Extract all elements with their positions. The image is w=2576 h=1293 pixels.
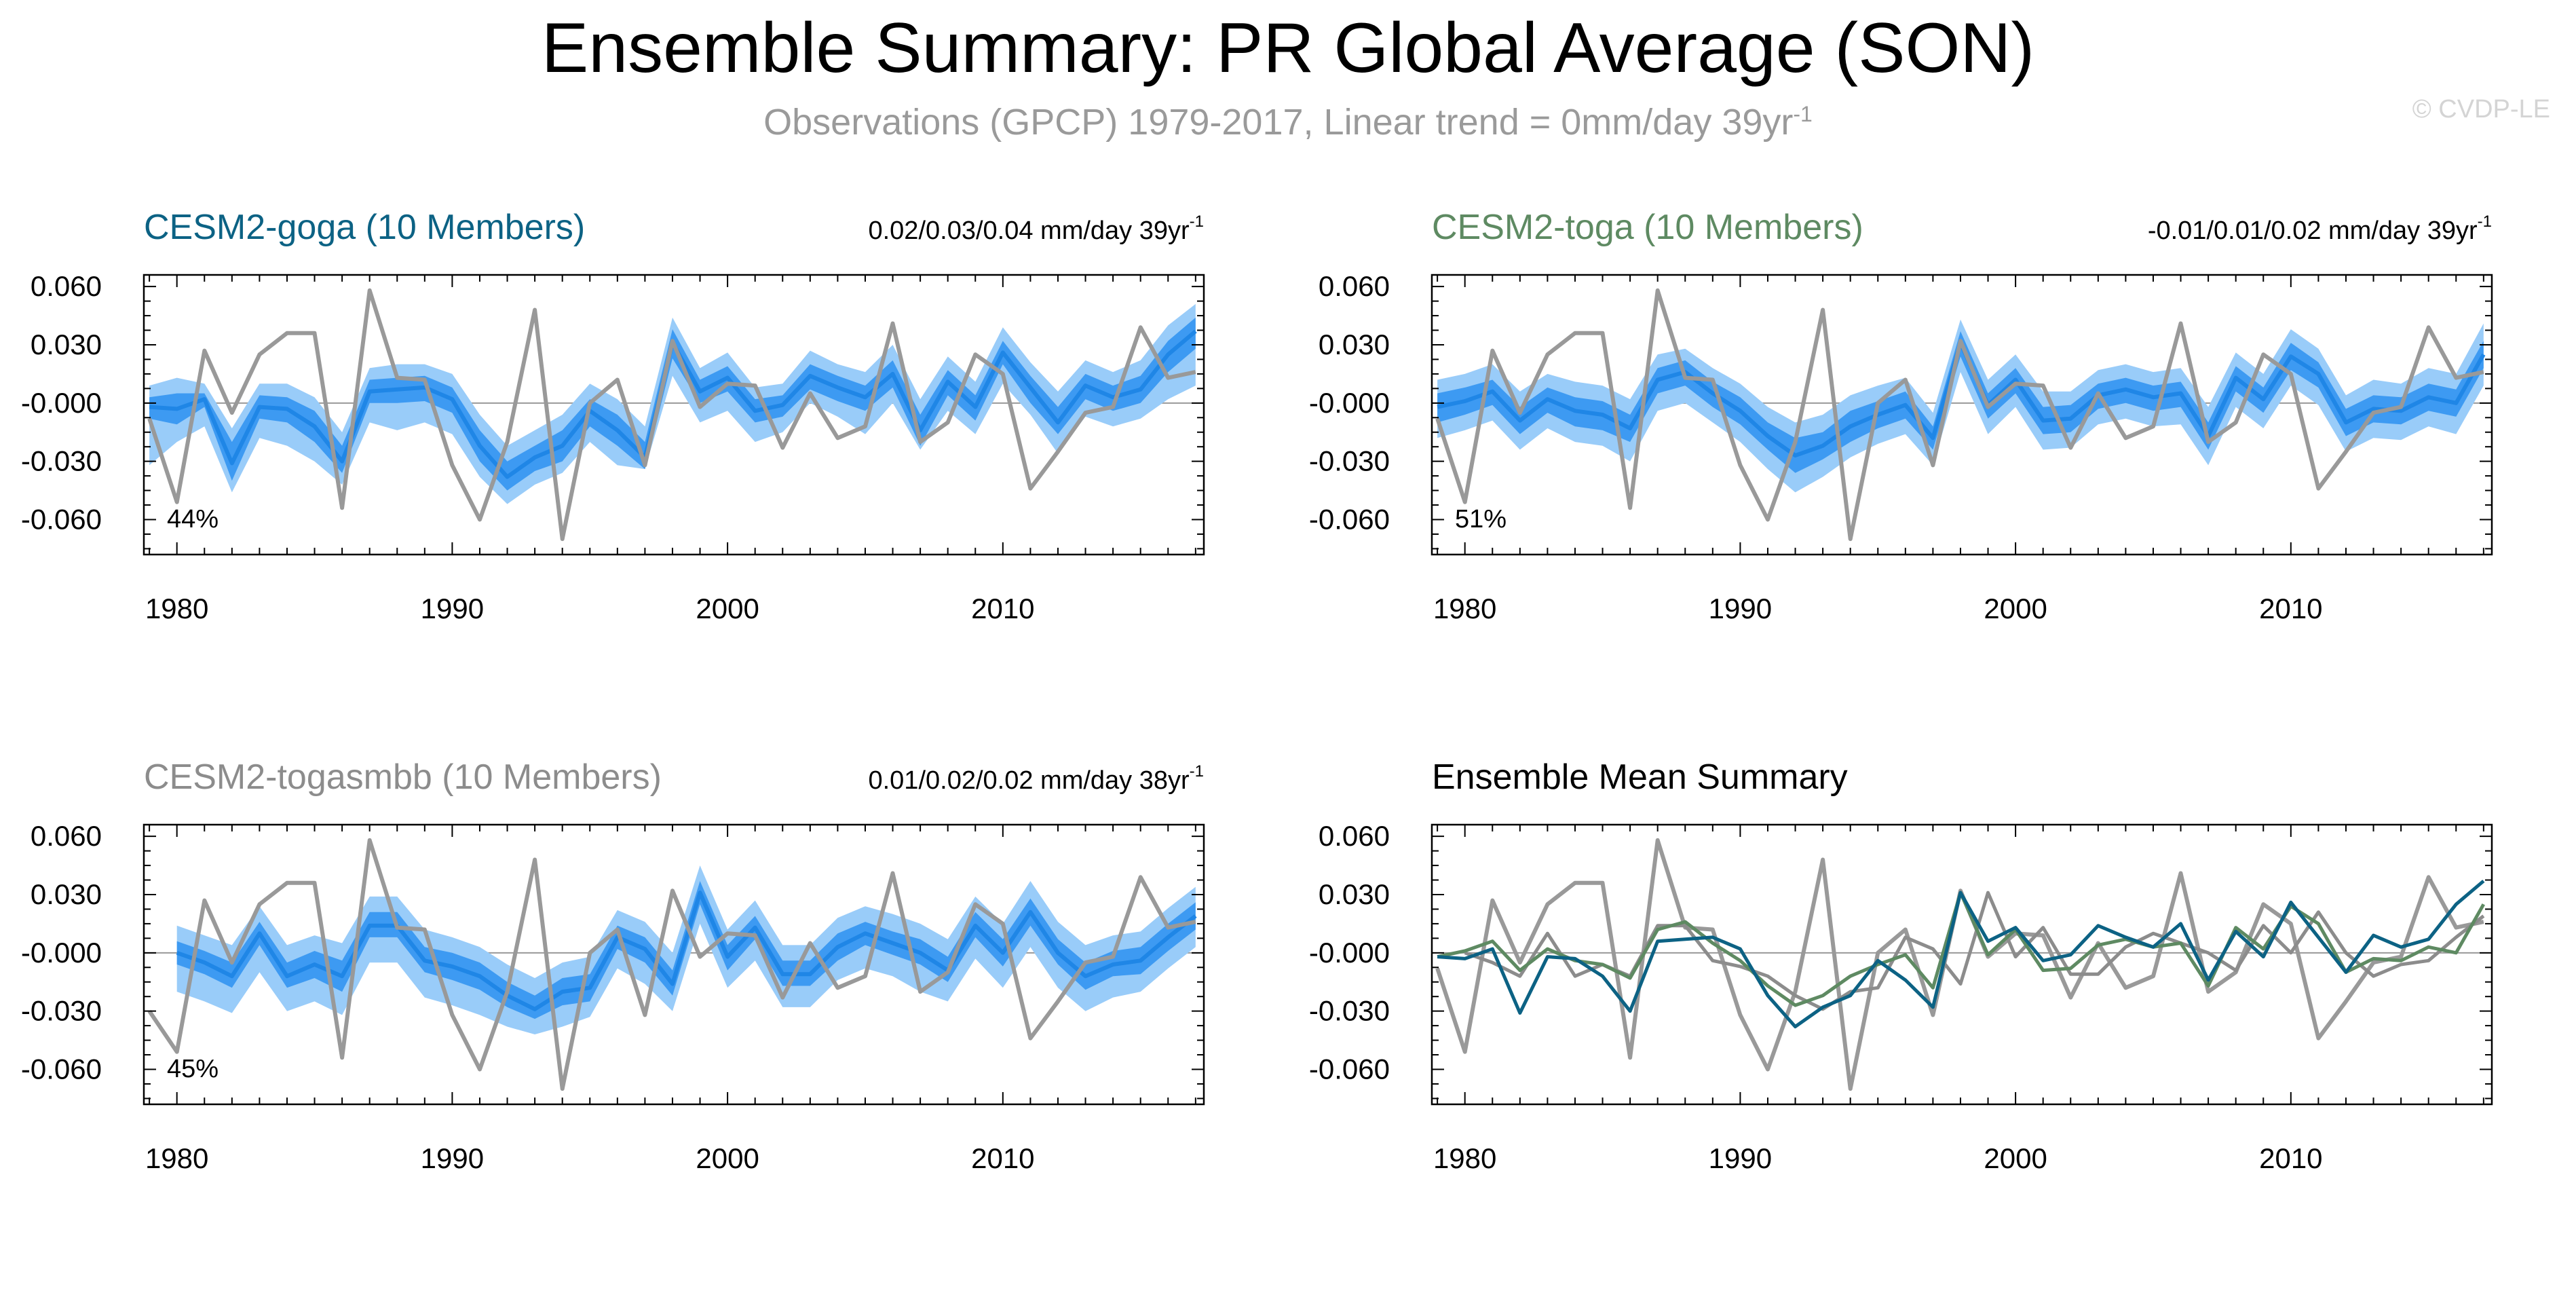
- x-tick-label: 2000: [696, 1142, 759, 1174]
- panel-title: Ensemble Mean Summary: [1432, 757, 1848, 797]
- y-tick-label: -0.060: [21, 1053, 102, 1085]
- inner-spread-band: [149, 317, 1196, 491]
- page-title: Ensemble Summary: PR Global Average (SON…: [541, 9, 2035, 88]
- chart-panel-summary: Ensemble Mean Summary 0.060 0.030 -0.000 -0.…: [1309, 757, 2493, 1174]
- y-tick-label: 0.060: [1319, 820, 1390, 852]
- outer-spread-band: [1437, 319, 2484, 493]
- trend-superscript: -1: [1190, 762, 1204, 781]
- y-tick-label: -0.000: [1309, 937, 1390, 969]
- y-tick-label: 0.030: [31, 878, 102, 910]
- y-tick-label: -0.000: [21, 387, 102, 419]
- y-tick-label: -0.060: [1309, 1053, 1390, 1085]
- ensemble-mean-series-3: [1437, 880, 2485, 1029]
- y-tick-label: 0.030: [31, 329, 102, 360]
- x-tick-label: 1980: [1433, 593, 1496, 624]
- trend-label: 0.01/0.02/0.02 mm/day 38yr-1: [868, 762, 1204, 795]
- subtitle-text: Observations (GPCP) 1979-2017, Linear tr…: [763, 102, 1794, 143]
- y-tick-label: -0.060: [21, 504, 102, 536]
- x-tick-label: 1990: [1709, 1142, 1772, 1174]
- watermark: © CVDP-LE: [2412, 95, 2550, 124]
- inner-spread-band: [176, 881, 1196, 1019]
- x-tick-label: 2000: [696, 593, 759, 624]
- chart-panel-goga: CESM2-goga (10 Members) 0.02/0.03/0.04 mm…: [21, 208, 1205, 624]
- plot-area: [1432, 288, 2492, 542]
- percent-label: 44%: [167, 505, 219, 533]
- x-tick-label: 1980: [145, 593, 208, 624]
- y-tick-label: 0.060: [31, 270, 102, 302]
- panel-title: CESM2-goga (10 Members): [144, 208, 585, 247]
- panel-title: CESM2-toga (10 Members): [1432, 208, 1863, 247]
- x-tick-label: 2010: [2259, 1142, 2322, 1174]
- y-tick-label: 0.060: [1319, 270, 1390, 302]
- percent-label: 45%: [167, 1055, 219, 1083]
- plot-frame: [1431, 274, 2493, 556]
- x-tick-label: 2010: [971, 593, 1034, 624]
- trend-value: 0.02/0.03/0.04 mm/day 39yr: [868, 217, 1190, 245]
- trend-superscript: -1: [2478, 212, 2492, 231]
- x-tick-label: 1990: [1709, 593, 1772, 624]
- percent-label: 51%: [1455, 505, 1507, 533]
- trend-label: -0.01/0.01/0.02 mm/day 39yr-1: [2148, 212, 2492, 245]
- plot-frame: [143, 823, 1205, 1106]
- plot-area: [144, 838, 1204, 1091]
- x-tick-label: 2010: [2259, 593, 2322, 624]
- y-tick-label: -0.030: [1309, 995, 1390, 1027]
- plot-frame: [1431, 823, 2493, 1106]
- observations-line: [147, 288, 1196, 542]
- outer-spread-band: [176, 865, 1196, 1034]
- plot-area: [1432, 838, 2492, 1091]
- panel-title: CESM2-togasmbb (10 Members): [144, 757, 662, 797]
- x-tick-label: 1990: [421, 1142, 484, 1174]
- observations-line: [147, 838, 1196, 1091]
- x-tick-label: 1980: [145, 1142, 208, 1174]
- chart-panel-toga: CESM2-toga (10 Members) -0.01/0.01/0.02 m…: [1309, 208, 2493, 624]
- y-tick-label: -0.000: [1309, 387, 1390, 419]
- trend-value: 0.01/0.02/0.02 mm/day 38yr: [868, 766, 1190, 795]
- y-tick-label: -0.060: [1309, 504, 1390, 536]
- trend-label: 0.02/0.03/0.04 mm/day 39yr-1: [868, 212, 1204, 245]
- plot-frame: [143, 274, 1205, 556]
- y-tick-label: -0.030: [1309, 445, 1390, 477]
- y-tick-label: -0.030: [21, 995, 102, 1027]
- page-subtitle: Observations (GPCP) 1979-2017, Linear tr…: [0, 100, 2576, 145]
- chart-panel-togasmbb: CESM2-togasmbb (10 Members) 0.01/0.02/0.0…: [21, 757, 1205, 1174]
- x-tick-label: 1990: [421, 593, 484, 624]
- observations-line: [1435, 838, 2484, 1091]
- observations-line: [1435, 288, 2484, 542]
- y-tick-label: -0.000: [21, 937, 102, 969]
- trend-value: -0.01/0.01/0.02 mm/day 39yr: [2148, 217, 2478, 245]
- trend-superscript: -1: [1190, 212, 1204, 231]
- y-tick-label: 0.060: [31, 820, 102, 852]
- ensemble-mean-line: [176, 891, 1197, 1011]
- y-tick-label: -0.030: [21, 445, 102, 477]
- x-tick-label: 2010: [971, 1142, 1034, 1174]
- x-tick-label: 2000: [1984, 1142, 2047, 1174]
- plot-area: [144, 288, 1204, 542]
- x-tick-label: 1980: [1433, 1142, 1496, 1174]
- y-tick-label: 0.030: [1319, 329, 1390, 360]
- y-tick-label: 0.030: [1319, 878, 1390, 910]
- subtitle-superscript: -1: [1793, 102, 1813, 126]
- x-tick-label: 2000: [1984, 593, 2047, 624]
